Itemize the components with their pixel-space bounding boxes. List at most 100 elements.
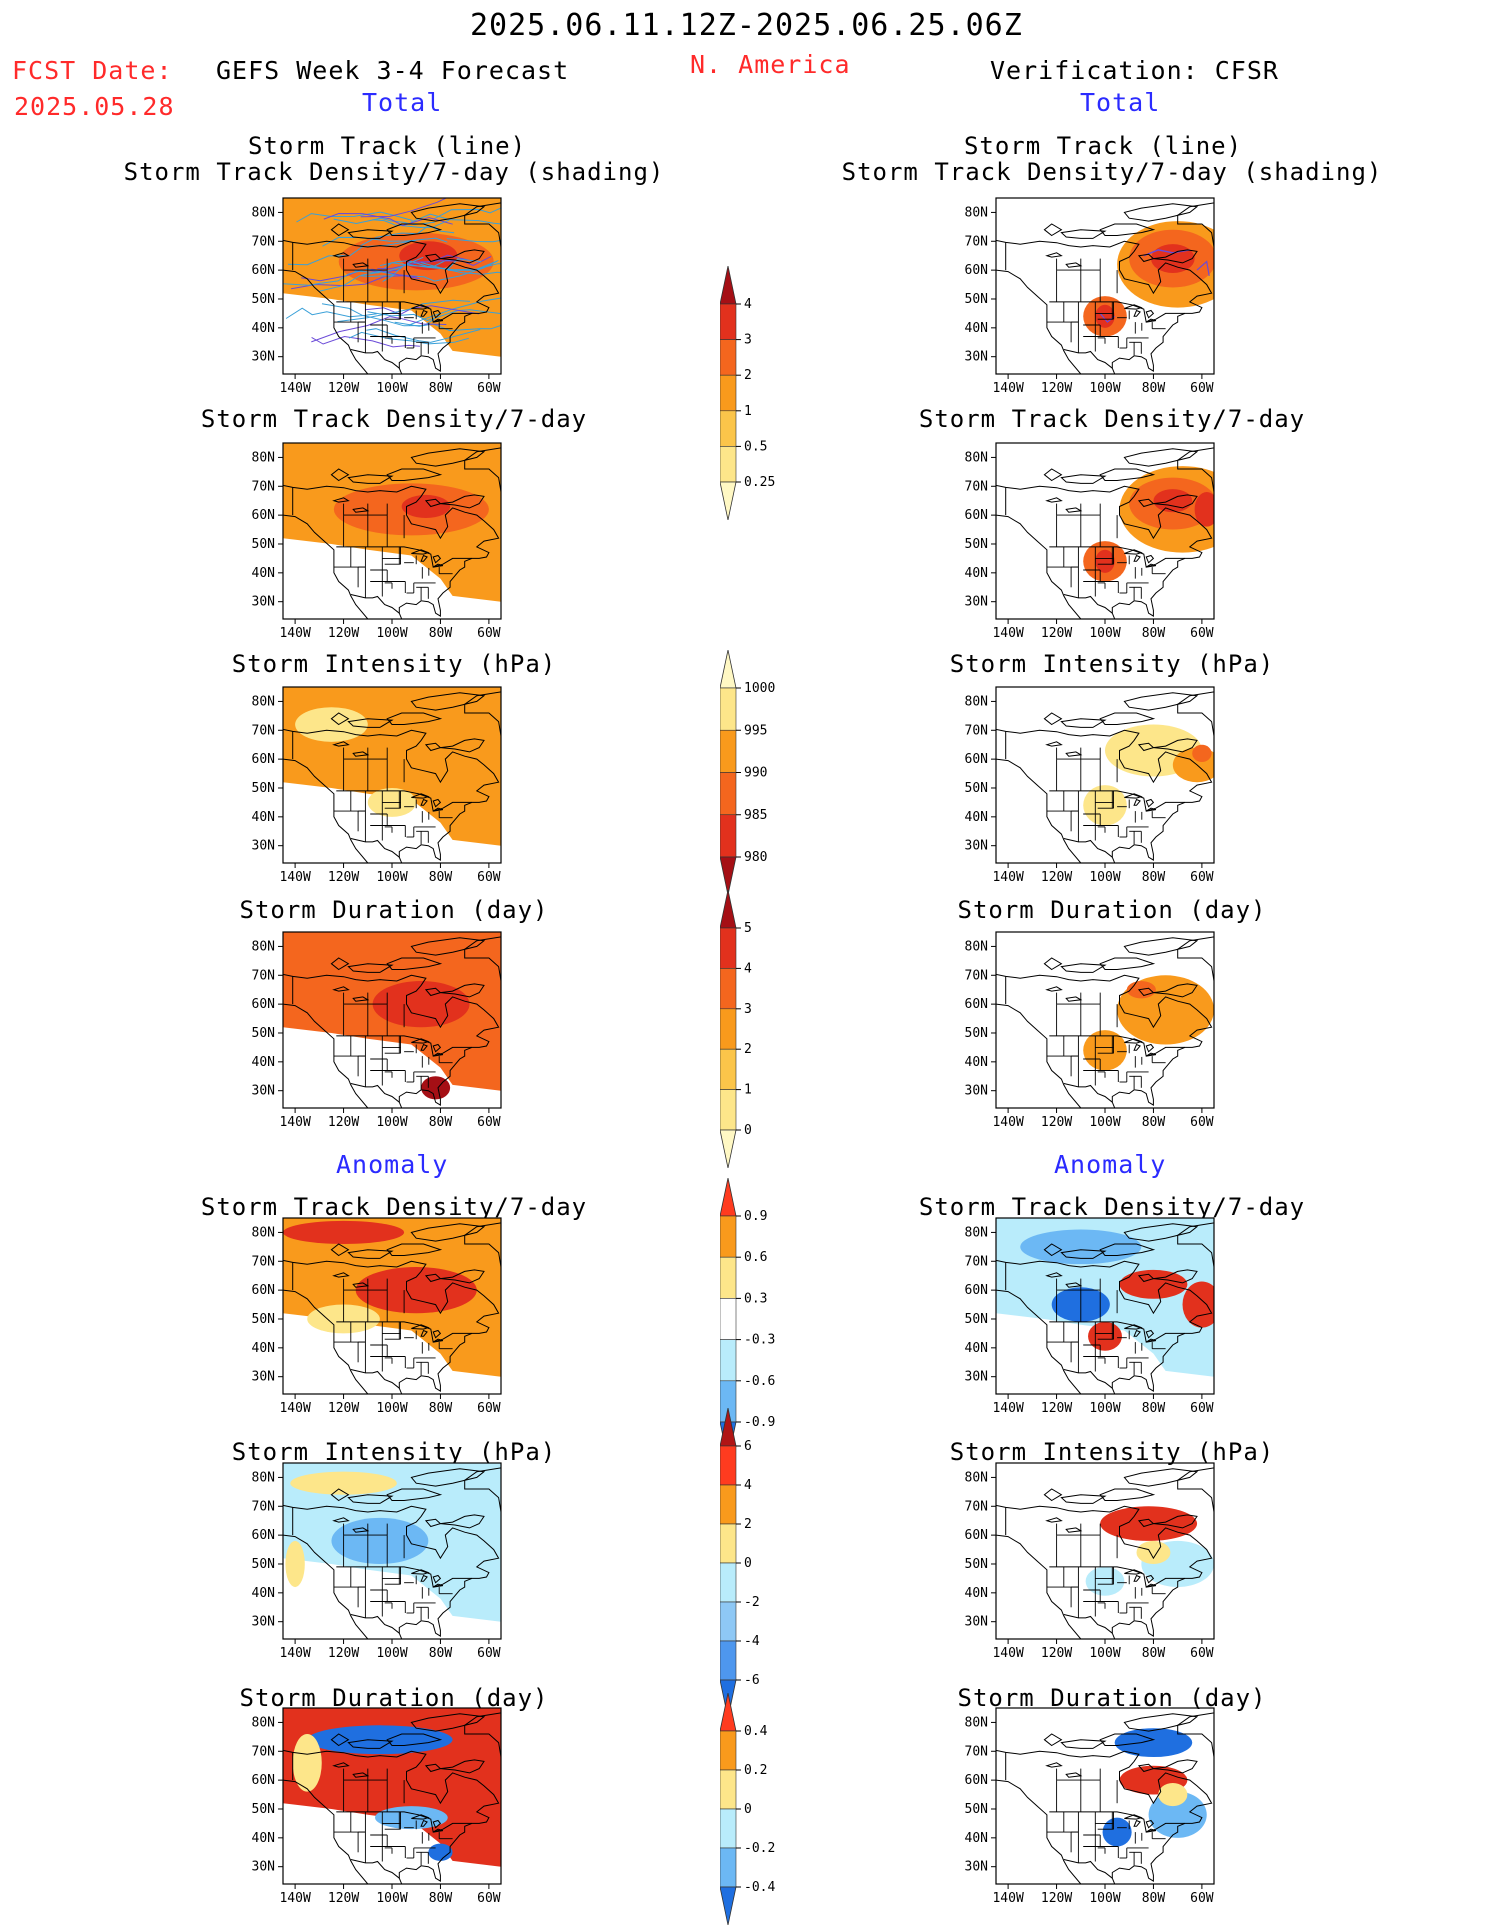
colorbar-label: -0.6 bbox=[744, 1374, 775, 1389]
panel-title-fc-track-line: Storm Track (line) bbox=[247, 132, 527, 160]
shade-region-4 bbox=[1088, 1321, 1122, 1351]
lat-tick-label: 40N bbox=[965, 321, 988, 336]
lat-tick-label: 60N bbox=[965, 997, 988, 1012]
lat-tick-label: 60N bbox=[252, 508, 275, 523]
lat-tick-label: 50N bbox=[965, 1312, 988, 1327]
colorbar-label: 1 bbox=[744, 1083, 752, 1098]
shade-region-1 bbox=[290, 1471, 397, 1495]
map-shading bbox=[283, 687, 501, 846]
map-panel-fc-duration-anom: 80N 70N 60N 50N 40N 30N 140W 120W 100W 80W 60W bbox=[237, 1700, 515, 1908]
lat-tick-label: 30N bbox=[252, 1615, 275, 1630]
lon-tick-label: 140W bbox=[279, 1646, 310, 1661]
lon-tick-label: 100W bbox=[1089, 1115, 1120, 1130]
lat-tick-label: 30N bbox=[965, 1084, 988, 1099]
lat-tick-label: 50N bbox=[252, 292, 275, 307]
lon-tick-label: 100W bbox=[376, 1891, 407, 1906]
colorbar-label: 0.3 bbox=[744, 1291, 767, 1306]
panel-title-ob-duration: Storm Duration (day) bbox=[957, 896, 1267, 924]
lat-tick-label: 30N bbox=[252, 839, 275, 854]
colorbar-segment bbox=[719, 729, 737, 773]
lat-tick-label: 70N bbox=[252, 1254, 275, 1269]
colorbar-label: 0 bbox=[744, 1802, 752, 1817]
lon-tick-label: 60W bbox=[477, 1891, 501, 1906]
lon-tick-label: 80W bbox=[429, 1891, 453, 1906]
shade-region-2 bbox=[1136, 1540, 1171, 1564]
lat-tick-label: 60N bbox=[965, 752, 988, 767]
lat-tick-label: 40N bbox=[252, 1341, 275, 1356]
lon-tick-label: 60W bbox=[1190, 381, 1214, 396]
map-panel-fc-duration: 80N 70N 60N 50N 40N 30N 140W 120W 100W 80W 60W bbox=[237, 924, 515, 1132]
lon-tick-label: 120W bbox=[328, 381, 359, 396]
lon-tick-label: 140W bbox=[279, 1891, 310, 1906]
colorbar-segment bbox=[719, 374, 737, 412]
map-shading bbox=[283, 443, 501, 602]
colorbar-cap-top bbox=[719, 889, 737, 929]
lat-tick-label: 50N bbox=[252, 1557, 275, 1572]
colorbar-label: 985 bbox=[744, 808, 767, 823]
shade-region-3 bbox=[1085, 1566, 1125, 1596]
lat-tick-label: 60N bbox=[252, 997, 275, 1012]
coastlines bbox=[996, 202, 1214, 374]
lon-tick-label: 100W bbox=[1089, 1401, 1120, 1416]
panel-title-fc-density: Storm Track Density/7-day bbox=[200, 405, 588, 433]
coastlines bbox=[996, 1467, 1214, 1639]
colorbar-label: -0.2 bbox=[744, 1841, 775, 1856]
lon-tick-label: 140W bbox=[279, 626, 310, 641]
lat-tick-label: 80N bbox=[252, 205, 275, 220]
lat-tick-label: 70N bbox=[965, 234, 988, 249]
coastlines bbox=[283, 691, 501, 863]
colorbar-segment bbox=[719, 1601, 737, 1642]
colorbar-label: 4 bbox=[744, 297, 752, 312]
lon-tick-label: 140W bbox=[992, 870, 1023, 885]
lon-tick-label: 140W bbox=[992, 1115, 1023, 1130]
colorbar-label: 980 bbox=[744, 850, 767, 865]
colorbar-cap-bottom bbox=[719, 1886, 737, 1926]
lat-tick-label: 40N bbox=[965, 566, 988, 581]
lat-tick-label: 50N bbox=[965, 292, 988, 307]
lat-tick-label: 40N bbox=[252, 566, 275, 581]
panel-title-fc-duration: Storm Duration (day) bbox=[239, 896, 549, 924]
lon-tick-label: 120W bbox=[328, 626, 359, 641]
lon-tick-label: 140W bbox=[279, 870, 310, 885]
colorbar-label: 3 bbox=[744, 333, 752, 348]
lat-tick-label: 40N bbox=[252, 1831, 275, 1846]
lon-tick-label: 100W bbox=[376, 870, 407, 885]
lat-tick-label: 30N bbox=[965, 595, 988, 610]
lon-tick-label: 60W bbox=[477, 626, 501, 641]
shade-region-2 bbox=[1083, 1030, 1127, 1071]
map-panel-fc-density-anom: 80N 70N 60N 50N 40N 30N 140W 120W 100W 80W 60W bbox=[237, 1210, 515, 1418]
colorbar-label: -0.4 bbox=[744, 1880, 775, 1895]
shade-region-1 bbox=[283, 1220, 405, 1244]
lon-tick-label: 120W bbox=[328, 870, 359, 885]
colorbar-intensity-anom: 6 4 2 0 -2 -4 -6 bbox=[719, 1407, 800, 1722]
lat-tick-label: 70N bbox=[965, 723, 988, 738]
map-panel-ob-density-anom: 80N 70N 60N 50N 40N 30N 140W 120W 100W 80W 60W bbox=[950, 1210, 1228, 1418]
lat-tick-label: 60N bbox=[252, 752, 275, 767]
lon-tick-label: 100W bbox=[1089, 626, 1120, 641]
map-shading bbox=[283, 1218, 501, 1377]
colorbar-segment bbox=[719, 1445, 737, 1486]
colorbar-label: 4 bbox=[744, 1478, 752, 1493]
lon-tick-label: 140W bbox=[992, 1401, 1023, 1416]
panel-title-ob-intensity-anom: Storm Intensity (hPa) bbox=[949, 1438, 1275, 1466]
lon-tick-label: 120W bbox=[1041, 870, 1072, 885]
lat-tick-label: 50N bbox=[252, 537, 275, 552]
colorbar-segment bbox=[719, 927, 737, 969]
lon-tick-label: 80W bbox=[1142, 1115, 1166, 1130]
lat-tick-label: 50N bbox=[965, 1026, 988, 1041]
lat-tick-label: 50N bbox=[965, 1802, 988, 1817]
lat-tick-label: 30N bbox=[252, 1084, 275, 1099]
lat-tick-label: 30N bbox=[965, 1615, 988, 1630]
colorbar-cap-top bbox=[719, 265, 737, 305]
coastlines bbox=[283, 936, 501, 1108]
colorbar-label: -6 bbox=[744, 1673, 760, 1688]
lat-tick-label: 40N bbox=[252, 1055, 275, 1070]
coastlines bbox=[996, 936, 1214, 1108]
lat-tick-label: 30N bbox=[965, 1370, 988, 1385]
lon-tick-label: 140W bbox=[992, 381, 1023, 396]
map-shading bbox=[996, 1218, 1214, 1377]
lon-tick-label: 80W bbox=[1142, 1891, 1166, 1906]
shade-region-2 bbox=[1148, 1791, 1207, 1838]
lat-tick-label: 70N bbox=[965, 968, 988, 983]
shade-region-0 bbox=[295, 707, 368, 742]
